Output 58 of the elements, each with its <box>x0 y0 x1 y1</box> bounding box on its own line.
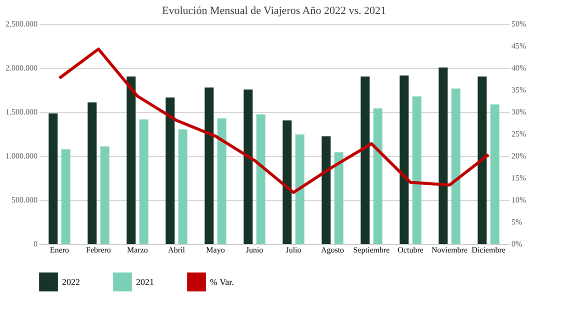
x-tick-label: Abril <box>168 246 186 254</box>
y2-tick-label: 45% <box>512 42 526 50</box>
bar <box>322 136 331 244</box>
y-tick-label: 1.500.000 <box>6 108 38 116</box>
bar <box>217 118 226 244</box>
chart-title: Evolución Mensual de Viajeros Año 2022 vs. 2021 <box>162 5 386 17</box>
bar <box>166 97 175 244</box>
bar <box>256 114 266 244</box>
x-tick-label: Febrero <box>86 246 111 254</box>
x-tick-label: Noviembre <box>432 246 468 254</box>
bar <box>373 108 382 244</box>
legend-label: 2022 <box>62 276 80 287</box>
x-tick-label: Junio <box>246 246 264 254</box>
bar <box>490 104 500 244</box>
bar <box>334 152 344 244</box>
bar <box>360 76 370 244</box>
x-tick-label: Mayo <box>206 246 225 254</box>
y2-tick-label: 35% <box>512 86 526 94</box>
bar <box>204 87 214 244</box>
y-tick-label: 0 <box>34 240 38 248</box>
y2-tick-label: 40% <box>512 64 526 72</box>
y-tick-label: 2.500.000 <box>6 20 38 28</box>
bar <box>244 89 253 244</box>
bar <box>412 96 422 244</box>
y-tick-label: 2.000.000 <box>6 64 38 72</box>
x-tick-label: Diciembre <box>472 246 506 254</box>
x-tick-label: Octubre <box>398 246 424 254</box>
bar <box>126 76 136 244</box>
bar <box>88 102 97 244</box>
bar <box>282 120 292 244</box>
bar <box>400 75 409 244</box>
y2-tick-label: 50% <box>512 20 526 28</box>
x-tick-label: Agosto <box>320 246 344 254</box>
bar <box>100 146 110 244</box>
y2-tick-label: 5% <box>512 218 522 226</box>
x-tick-label: Marzo <box>127 246 148 254</box>
y2-tick-label: 10% <box>512 196 526 204</box>
bar <box>61 149 70 244</box>
y2-tick-label: 0% <box>512 240 522 248</box>
y2-tick-label: 25% <box>512 130 526 138</box>
legend-label: % Var. <box>210 276 234 287</box>
legend-label: 2021 <box>136 276 154 287</box>
bar <box>178 129 188 244</box>
bar <box>295 134 304 244</box>
y2-tick-label: 30% <box>512 108 526 116</box>
y2-tick-label: 20% <box>512 152 526 160</box>
bar <box>48 113 58 244</box>
x-tick-label: Enero <box>50 246 70 254</box>
line-series <box>58 48 490 194</box>
bar <box>139 119 148 244</box>
y-tick-label: 1.000.000 <box>6 152 38 160</box>
bar <box>438 68 448 244</box>
x-tick-label: Julio <box>286 246 302 254</box>
y-tick-label: 500.000 <box>12 196 38 204</box>
y2-tick-label: 15% <box>512 174 526 182</box>
bar <box>478 76 487 244</box>
bar <box>451 88 460 244</box>
x-tick-label: Septiembre <box>353 246 390 254</box>
